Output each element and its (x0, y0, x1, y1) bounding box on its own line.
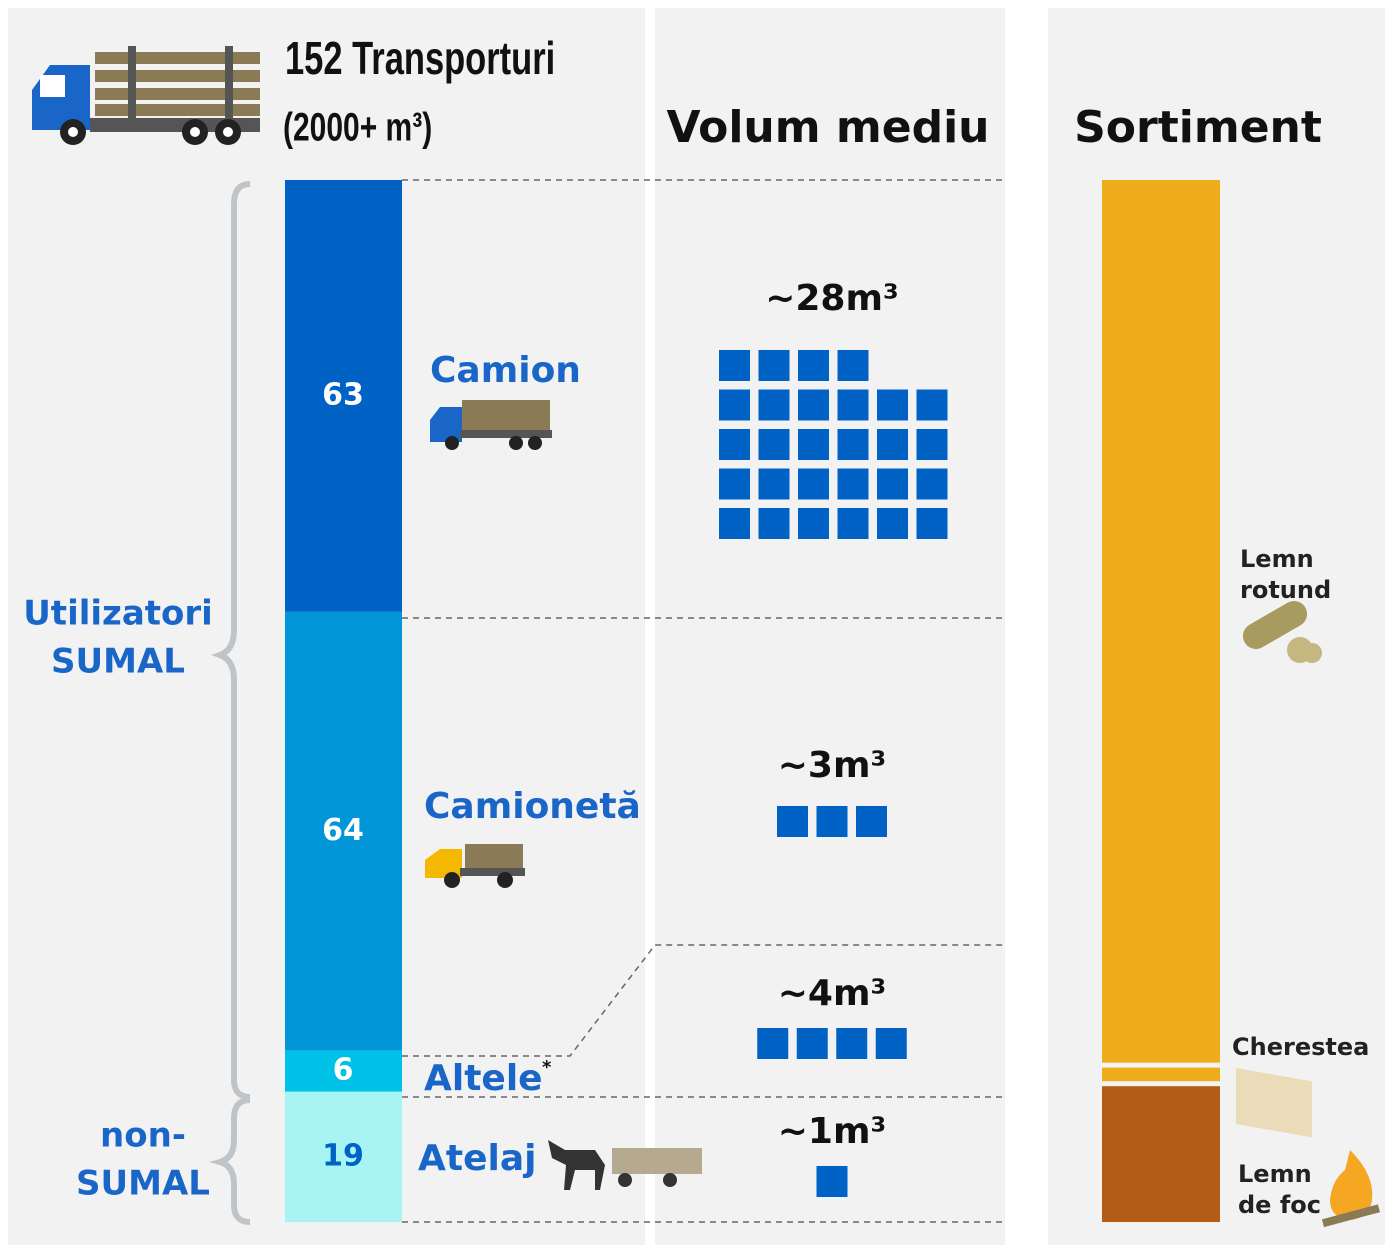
segment-label: Atelaj (418, 1138, 536, 1179)
sortiment-label: Lemn (1238, 1160, 1312, 1188)
group-label: SUMAL (51, 642, 185, 682)
panel (655, 8, 1005, 1245)
volume-square (836, 1028, 868, 1059)
volume-square (877, 468, 908, 500)
bar-segment (285, 180, 402, 612)
volume-square (719, 389, 750, 421)
segment-label: Camion (430, 350, 581, 391)
volume-label: ~1m³ (778, 1111, 887, 1152)
sortiment-header: Sortiment (1074, 102, 1322, 153)
guide-lines (402, 179, 1005, 1223)
atelaj-icon (548, 1140, 702, 1190)
segment-value: 19 (322, 1138, 364, 1173)
log-icon (1242, 601, 1322, 663)
segment-value: 6 (333, 1053, 354, 1088)
title: 152 Transporturi (285, 32, 555, 84)
volume-square (877, 508, 908, 539)
truck-icon (32, 46, 260, 145)
volume-label: ~28m³ (765, 278, 899, 319)
volume-square (719, 508, 750, 539)
sortiment-label: de foc (1238, 1191, 1321, 1219)
sortiment-segment (1102, 1086, 1220, 1222)
bar-segment (285, 1091, 402, 1222)
volume-label: ~3m³ (778, 745, 887, 786)
volume-square (837, 468, 869, 500)
volume-header: Volum mediu (666, 102, 989, 153)
volume-square (798, 468, 829, 500)
sortiment-segment (1102, 180, 1220, 1063)
volume-square (837, 350, 869, 381)
volume-square (796, 1028, 828, 1059)
group-label: non- (100, 1116, 186, 1156)
volume-square (758, 389, 790, 421)
volume-square (837, 429, 869, 460)
volume-square (916, 508, 948, 539)
fire-icon (1321, 1150, 1381, 1228)
volume-square (798, 389, 829, 421)
bar-segment (285, 611, 402, 1051)
volume-square (816, 1166, 848, 1197)
volume-square (875, 1028, 907, 1059)
brace (209, 181, 251, 1225)
segment-value: 63 (322, 377, 364, 412)
volume-label: ~4m³ (778, 973, 887, 1014)
group-label: SUMAL (76, 1164, 210, 1204)
volume-square (777, 806, 808, 837)
volume-square (719, 429, 750, 460)
camioneta-icon (425, 844, 525, 888)
volume-square (877, 389, 908, 421)
volume-square (916, 389, 948, 421)
segment-value: 64 (322, 813, 364, 848)
sortiment-segment (1102, 1067, 1220, 1082)
volume-square (916, 468, 948, 500)
volume-square (916, 429, 948, 460)
camion-icon (430, 400, 552, 450)
volume-square (758, 350, 790, 381)
segment-label: Altele (424, 1058, 543, 1099)
volume-square (877, 429, 908, 460)
sortiment-label: Lemn (1240, 545, 1314, 573)
volume-square (856, 806, 887, 837)
volume-square (837, 508, 869, 539)
volume-square (798, 350, 829, 381)
volume-square (758, 508, 790, 539)
volume-square (757, 1028, 789, 1059)
volume-square (798, 429, 829, 460)
group-label: Utilizatori (23, 594, 213, 634)
footnote-mark: * (542, 1057, 552, 1078)
volume-square (758, 468, 790, 500)
volume-square (758, 429, 790, 460)
volume-square (837, 389, 869, 421)
bar-segment (285, 1050, 402, 1092)
sortiment-label: Cherestea (1232, 1033, 1369, 1061)
volume-square (719, 350, 750, 381)
volume-square (798, 508, 829, 539)
segment-label: Camionetă (424, 786, 641, 827)
plank-icon (1236, 1067, 1312, 1138)
volume-square (719, 468, 750, 500)
volume-square (816, 806, 848, 837)
subtitle: (2000+ m³) (283, 105, 432, 149)
sortiment-label: rotund (1240, 576, 1331, 604)
